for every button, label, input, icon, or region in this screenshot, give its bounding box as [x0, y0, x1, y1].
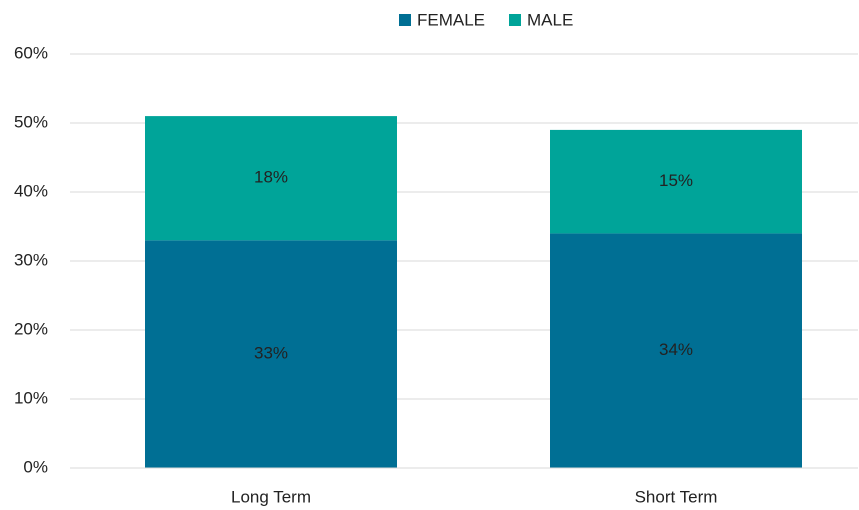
x-tick-label: Long Term	[231, 487, 311, 506]
legend-swatch	[399, 14, 411, 26]
y-tick-label: 10%	[14, 388, 48, 407]
bar-segment	[145, 240, 397, 468]
data-label: 34%	[659, 340, 693, 359]
legend-label: MALE	[527, 10, 573, 29]
y-tick-label: 20%	[14, 319, 48, 338]
data-label: 33%	[254, 344, 288, 363]
y-tick-label: 30%	[14, 250, 48, 269]
bar-segment	[550, 233, 802, 468]
data-label: 15%	[659, 171, 693, 190]
legend-label: FEMALE	[417, 10, 485, 29]
legend-swatch	[509, 14, 521, 26]
y-tick-label: 0%	[23, 457, 48, 476]
y-tick-label: 50%	[14, 112, 48, 131]
bar-segment	[550, 129, 802, 234]
bar-segment	[145, 116, 397, 241]
x-tick-label: Short Term	[635, 487, 718, 506]
y-tick-label: 40%	[14, 181, 48, 200]
data-label: 18%	[254, 168, 288, 187]
y-tick-label: 60%	[14, 43, 48, 62]
